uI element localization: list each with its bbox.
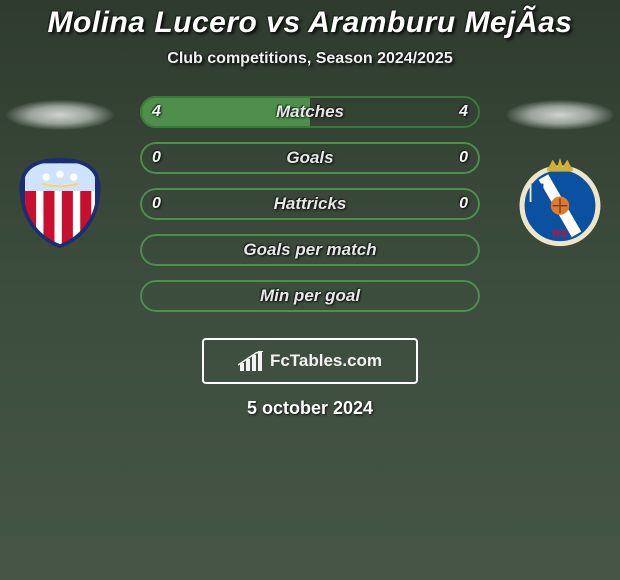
stat-rows: Matches44Goals00Hattricks00Goals per mat…: [140, 96, 480, 312]
player-halo-left: [6, 100, 114, 130]
date-text: 5 october 2024: [0, 398, 620, 419]
left-team-crest: [14, 156, 106, 248]
stat-value-left: 4: [140, 96, 173, 128]
stats-area: RS Matches44Goals00Hattricks00Goals per …: [0, 96, 620, 326]
brand-box: FcTables.com: [202, 338, 418, 384]
stat-label: Matches: [140, 96, 480, 128]
stat-row: Goals0 0: [140, 142, 480, 174]
stat-label: Goals per match: [140, 234, 480, 266]
stat-value-left: 0: [140, 142, 173, 174]
stat-label: Goals: [140, 142, 480, 174]
stat-value-right: 0: [447, 142, 480, 174]
stat-value-right: 0: [447, 188, 480, 220]
stat-row: Goals per match: [140, 234, 480, 266]
shield-icon: RS: [514, 156, 606, 248]
player-halo-right: [506, 100, 614, 130]
bar-chart-icon: [238, 351, 264, 371]
stat-row: Min per goal: [140, 280, 480, 312]
comparison-subtitle: Club competitions, Season 2024/2025: [0, 50, 620, 68]
comparison-title: Molina Lucero vs Aramburu MejÃ­as: [0, 6, 620, 40]
right-team-crest: RS: [514, 156, 606, 248]
stat-row: Hattricks0 0: [140, 188, 480, 220]
brand-text: FcTables.com: [270, 351, 382, 371]
shield-icon: [14, 156, 106, 248]
stat-row: Matches4 4: [140, 96, 480, 128]
stat-label: Min per goal: [140, 280, 480, 312]
stat-label: Hattricks: [140, 188, 480, 220]
stat-value-left: 0: [140, 188, 173, 220]
right-team-column: RS: [500, 96, 620, 248]
stat-value-right: 4: [447, 96, 480, 128]
left-team-column: [0, 96, 120, 248]
svg-text:RS: RS: [552, 228, 567, 240]
